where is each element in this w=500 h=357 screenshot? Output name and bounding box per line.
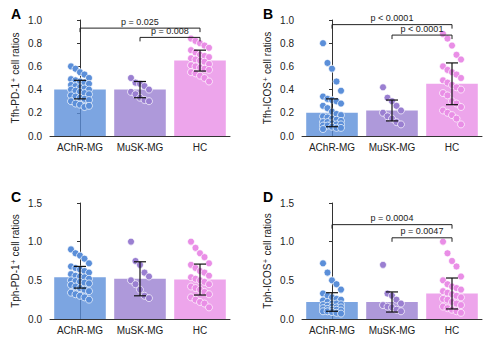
svg-text:0.2: 0.2 xyxy=(28,107,42,118)
svg-text:0.0: 0.0 xyxy=(28,314,42,325)
svg-text:Tph-ICOS⁺ cell ratios: Tph-ICOS⁺ cell ratios xyxy=(262,213,273,308)
svg-text:Tph-PD-1⁺ cell ratios: Tph-PD-1⁺ cell ratios xyxy=(10,214,21,308)
svg-text:MuSK-MG: MuSK-MG xyxy=(117,142,164,153)
svg-text:0.8: 0.8 xyxy=(28,38,42,49)
svg-text:MuSK-MG: MuSK-MG xyxy=(369,325,416,336)
svg-text:0.0: 0.0 xyxy=(280,131,294,142)
svg-text:1.0: 1.0 xyxy=(28,236,42,247)
svg-text:Tfh-PD-1⁺ cell ratios: Tfh-PD-1⁺ cell ratios xyxy=(10,33,21,124)
svg-text:MuSK-MG: MuSK-MG xyxy=(369,142,416,153)
svg-text:1.0: 1.0 xyxy=(280,15,294,26)
svg-text:0.5: 0.5 xyxy=(280,275,294,286)
svg-text:MuSK-MG: MuSK-MG xyxy=(117,325,164,336)
svg-text:p < 0.0001: p < 0.0001 xyxy=(371,13,414,23)
svg-text:0.4: 0.4 xyxy=(28,84,42,95)
svg-text:0.4: 0.4 xyxy=(280,84,294,95)
svg-text:AChR-MG: AChR-MG xyxy=(57,142,103,153)
svg-text:AChR-MG: AChR-MG xyxy=(309,142,355,153)
svg-text:HC: HC xyxy=(193,142,207,153)
svg-text:AChR-MG: AChR-MG xyxy=(309,325,355,336)
svg-text:0.5: 0.5 xyxy=(28,275,42,286)
svg-text:0.6: 0.6 xyxy=(280,61,294,72)
svg-text:p < 0.0001: p < 0.0001 xyxy=(401,24,444,34)
svg-text:A: A xyxy=(11,6,21,22)
svg-text:D: D xyxy=(263,189,273,205)
svg-text:0.0: 0.0 xyxy=(280,314,294,325)
svg-text:p = 0.0047: p = 0.0047 xyxy=(401,226,444,236)
svg-text:p = 0.008: p = 0.008 xyxy=(151,26,189,36)
svg-text:0.8: 0.8 xyxy=(280,38,294,49)
svg-text:Tfh-ICOS⁺ cell ratios: Tfh-ICOS⁺ cell ratios xyxy=(262,32,273,125)
svg-text:0.6: 0.6 xyxy=(28,61,42,72)
svg-text:C: C xyxy=(11,189,21,205)
svg-text:1.0: 1.0 xyxy=(28,15,42,26)
svg-text:0.0: 0.0 xyxy=(28,131,42,142)
svg-text:HC: HC xyxy=(193,325,207,336)
svg-text:HC: HC xyxy=(445,325,459,336)
svg-text:B: B xyxy=(263,6,273,22)
svg-text:AChR-MG: AChR-MG xyxy=(57,325,103,336)
svg-text:HC: HC xyxy=(445,142,459,153)
svg-text:1.5: 1.5 xyxy=(28,198,42,209)
svg-text:1.0: 1.0 xyxy=(280,236,294,247)
svg-text:0.2: 0.2 xyxy=(280,107,294,118)
svg-text:p = 0.0004: p = 0.0004 xyxy=(371,213,414,223)
svg-text:p = 0.025: p = 0.025 xyxy=(121,16,159,27)
svg-text:1.5: 1.5 xyxy=(280,198,294,209)
